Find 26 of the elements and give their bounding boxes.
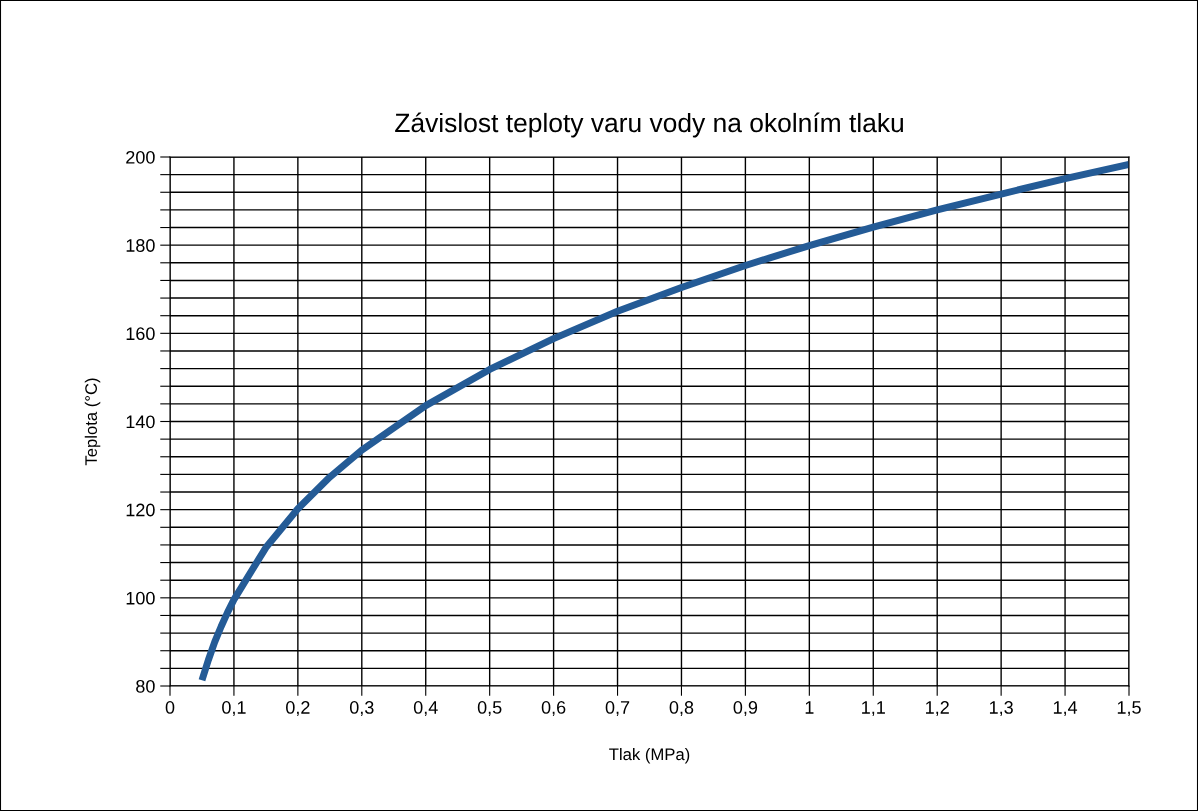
y-tick-label: 80 <box>136 679 155 693</box>
x-tick-label: 1,4 <box>1053 701 1078 716</box>
x-tick-label: 0,2 <box>286 701 310 716</box>
x-tick-label: 0,3 <box>349 701 374 716</box>
x-tick-label: 0,7 <box>605 701 630 716</box>
x-tick-label: 0,4 <box>413 701 438 716</box>
x-tick-label: 1,5 <box>1117 701 1141 716</box>
chart-title: Závislost teploty varu vody na okolním tlaku <box>395 112 903 138</box>
x-tick-label: 1,2 <box>926 701 949 716</box>
y-tick-label: 100 <box>126 591 155 605</box>
y-axis-title: Teplota (°C) <box>84 378 101 466</box>
x-tick-label: 1,1 <box>862 701 885 716</box>
y-tick-label: 160 <box>126 327 155 341</box>
y-tick-label: 180 <box>126 239 155 252</box>
x-tick-label: 0,8 <box>669 701 694 716</box>
x-tick-label: 0,1 <box>222 701 246 716</box>
y-tick-label: 120 <box>126 503 155 517</box>
y-tick-label: 140 <box>126 415 155 429</box>
x-tick-label: 0,5 <box>477 701 502 716</box>
x-tick-label: 0,6 <box>541 701 566 716</box>
x-tick-label: 1,3 <box>989 701 1013 716</box>
y-tick-label: 200 <box>126 150 155 164</box>
x-tick-label: 0 <box>165 701 175 714</box>
x-tick-label: 1 <box>805 701 814 714</box>
x-axis-title: Tlak (MPa) <box>609 747 690 764</box>
x-tick-label: 0,9 <box>733 701 758 716</box>
